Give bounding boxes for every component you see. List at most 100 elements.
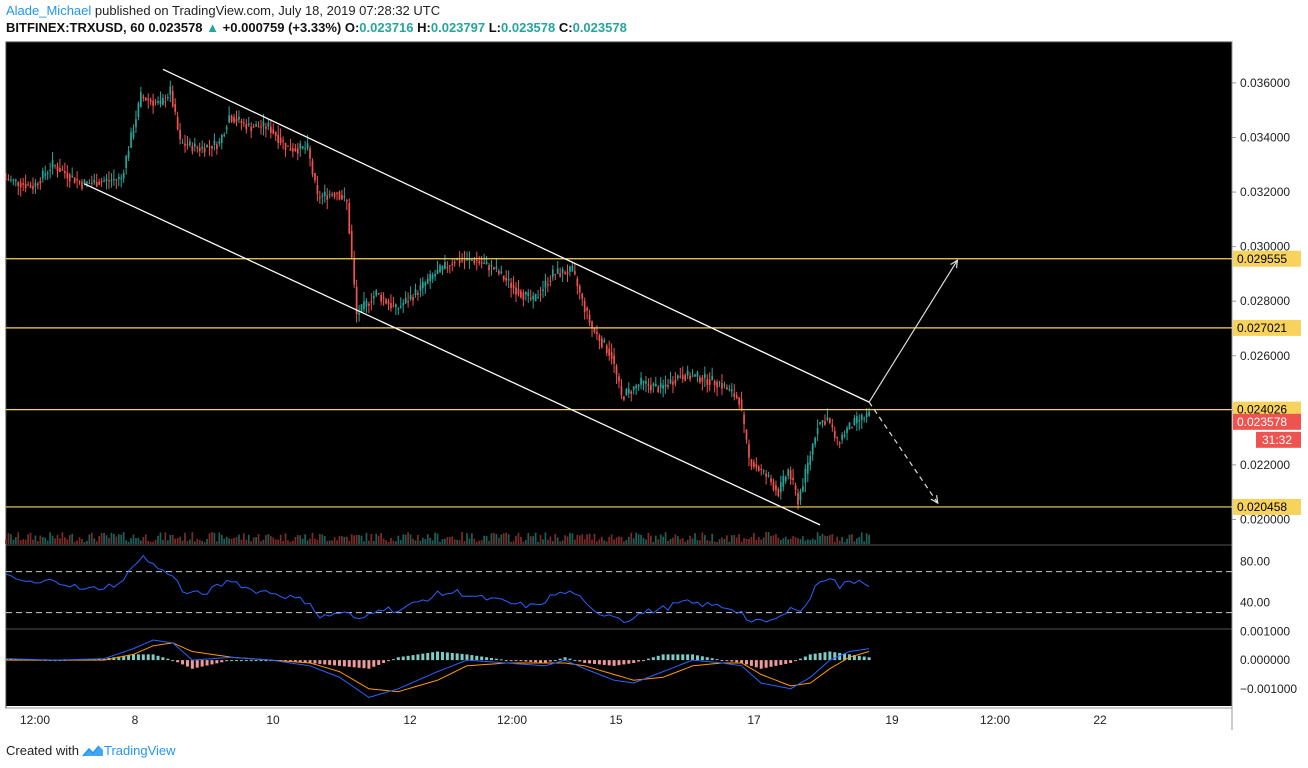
volume-bar <box>311 532 314 544</box>
volume-bar <box>529 536 532 544</box>
macd-histogram-bar <box>828 651 832 661</box>
volume-bar <box>375 533 378 544</box>
chart-canvas[interactable]: 12:00 8 10 12 12:00 15 17 19 12:00 22 0.036000 0.03… <box>0 40 1308 734</box>
tradingview-brand[interactable]: TradingView <box>82 743 176 758</box>
x-tick-label: 12:00 <box>980 713 1010 727</box>
volume-bar <box>296 535 299 544</box>
volume-bar <box>507 534 510 544</box>
volume-bar <box>743 538 745 544</box>
candle-body <box>650 385 652 391</box>
volume-bar <box>520 536 522 544</box>
volume-bar <box>821 533 824 544</box>
up-arrow-icon: ▲ <box>206 20 220 35</box>
volume-bar <box>544 532 547 544</box>
candle-body <box>662 385 664 389</box>
macd-histogram-bar <box>730 660 734 662</box>
volume-bar <box>755 539 758 544</box>
volume-bar <box>76 540 78 544</box>
volume-bar <box>309 538 311 544</box>
candle-body <box>733 393 736 397</box>
volume-bar <box>390 537 392 544</box>
volume-bar <box>561 540 564 544</box>
volume-bar <box>108 537 110 544</box>
candle-body <box>348 202 351 234</box>
candle-body <box>41 170 44 179</box>
candle-body <box>78 180 81 183</box>
volume-bar <box>73 541 76 544</box>
candle-body <box>309 148 311 159</box>
candle-body <box>860 414 863 420</box>
volume-bar <box>782 538 785 544</box>
candle-body <box>154 101 157 103</box>
y-tick-label: 0.036000 <box>1240 76 1290 90</box>
volume-bar <box>657 539 660 544</box>
macd-histogram-bar <box>798 658 802 661</box>
candle-body <box>24 183 27 189</box>
volume-bar <box>610 534 613 544</box>
macd-histogram-bar <box>480 656 484 661</box>
candle-body <box>127 150 130 158</box>
candle-body <box>824 421 826 425</box>
volume-bar <box>583 539 586 544</box>
volume-bar <box>49 532 51 544</box>
volume-bar <box>142 536 145 544</box>
volume-bar <box>93 538 96 544</box>
volume-bar <box>137 537 140 544</box>
candle-body <box>571 265 574 272</box>
volume-bar <box>336 540 338 544</box>
volume-bar <box>490 533 493 544</box>
volume-bar <box>650 535 652 544</box>
candle-body <box>407 301 409 303</box>
macd-histogram-bar <box>372 660 376 667</box>
volume-bar <box>262 539 265 544</box>
volume-bar <box>502 533 505 544</box>
volume-bar <box>637 534 640 544</box>
volume-bar <box>838 540 841 544</box>
candle-body <box>382 297 385 299</box>
volume-bar <box>19 540 22 544</box>
volume-bar <box>267 534 270 544</box>
volume-bar <box>95 541 98 544</box>
macd-histogram-bar <box>700 656 704 661</box>
volume-bar <box>809 540 812 544</box>
candle-body <box>421 281 424 289</box>
candle-body <box>865 413 868 418</box>
candle-body <box>176 117 179 130</box>
volume-bar <box>647 532 650 544</box>
volume-bar <box>402 534 405 544</box>
volume-bar <box>355 534 358 544</box>
symbol-label[interactable]: BITFINEX:TRXUSD, 60 <box>6 20 145 35</box>
x-tick-label: 15 <box>609 713 623 727</box>
volume-bar <box>615 537 618 544</box>
candle-body <box>417 293 419 295</box>
macd-histogram-bar <box>161 657 165 661</box>
volume-bar <box>532 536 535 544</box>
candle-body <box>748 444 750 458</box>
volume-bar <box>586 534 588 544</box>
y-tick-label: 0.020000 <box>1240 512 1290 526</box>
volume-bar <box>316 539 319 544</box>
macd-histogram-bar <box>225 660 229 662</box>
candle-body <box>806 462 809 474</box>
volume-bar <box>723 538 726 544</box>
candle-body <box>5 178 7 180</box>
candle-body <box>242 122 245 124</box>
macd-tick-label: 0.000000 <box>1240 653 1290 667</box>
volume-bar <box>181 540 184 544</box>
volume-bar <box>81 539 83 544</box>
volume-bar <box>826 535 829 544</box>
volume-bar <box>699 540 701 544</box>
macd-histogram-bar <box>745 660 749 665</box>
volume-bar <box>735 537 738 544</box>
volume-bar <box>86 540 88 544</box>
volume-bar <box>164 532 167 544</box>
macd-histogram-bar <box>127 655 131 661</box>
author-link[interactable]: Alade_Michael <box>6 3 92 18</box>
macd-histogram-bar <box>259 660 263 662</box>
candle-body <box>493 267 495 270</box>
candle-body <box>446 267 449 269</box>
macd-histogram-bar <box>534 660 538 663</box>
candle-body <box>669 379 672 384</box>
volume-bar <box>90 532 93 544</box>
macd-histogram-bar <box>485 657 489 661</box>
